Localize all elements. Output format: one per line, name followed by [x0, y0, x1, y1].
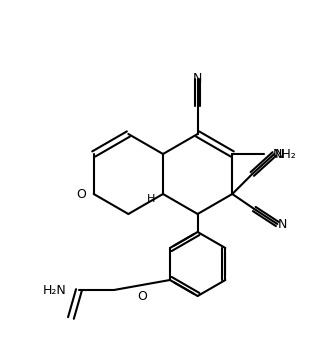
Text: N: N	[275, 147, 284, 161]
Text: N: N	[277, 217, 287, 231]
Text: H: H	[147, 194, 155, 204]
Text: O: O	[137, 290, 147, 303]
Text: NH₂: NH₂	[272, 147, 296, 161]
Text: N: N	[193, 72, 202, 86]
Text: H₂N: H₂N	[43, 284, 67, 296]
Text: O: O	[76, 188, 86, 200]
